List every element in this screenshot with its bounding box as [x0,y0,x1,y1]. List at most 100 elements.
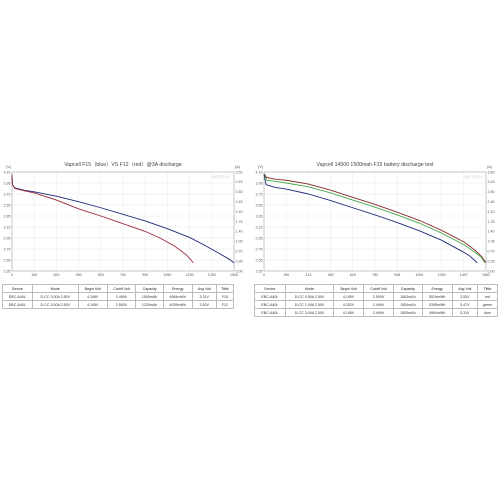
column-header: Mode [284,284,335,293]
y-tick-label: 2.55 [4,258,11,262]
table-row: EBC-A40L D-CC 3.00A 2.50V 4.196V 2.499V … [254,308,498,317]
table-cell: 4.202V [333,300,364,309]
table-cell: D-CC 3.00A 2.50V [31,292,80,301]
table-cell: 4964mWh [162,292,193,301]
table-cell: 2.499V [362,300,395,309]
chart-title: Vapcell 14500 1500mah F15 battery discha… [317,162,435,168]
x-tick-label: 450 [76,273,82,277]
series-line-F12 [11,174,194,264]
table-cell: 4.195V [333,292,364,301]
table-cell: D-CC 0.50A 2.50V [284,292,335,301]
column-header: Device [254,284,286,293]
table-row: EBC-A40L D-CC 1.00A 2.50V 4.202V 2.499V … [254,300,498,309]
column-header: Avg Volt [451,284,479,293]
table-cell: 1225mAh [135,300,164,309]
column-header: Begin Volt [333,284,364,293]
column-header: Energy [421,284,453,293]
table-cell: EBC-A40L [254,292,286,301]
table-cell: D-CC 3.00A 2.50V [31,300,80,309]
test-spec-table-left: Device Mode Begin Volt Cutoff Volt Capac… [2,284,235,309]
y2-tick-label: 0.35 [236,259,243,263]
y-tick-label: 3.15 [256,225,263,229]
x-tick-label: 1200 [186,273,194,277]
table-cell: 3.31V [191,292,217,301]
table-cell: 4.196V [333,308,364,317]
table-cell: EBC-A40L [254,308,286,317]
table-cell: 3.31V [451,308,479,317]
chart-title: Vapcell F15（blue）VS F12（red）@3A discharg… [64,161,182,168]
x-tick-label: 469 [328,273,334,277]
series-line-red [263,173,487,264]
column-header: Tittle [477,284,498,293]
x-tick-label: 1350 [208,273,216,277]
table-cell: D-CC 3.00A 2.50V [284,308,335,317]
y2-tick-label: 1.05 [236,240,243,244]
x-tick-label: 0 [263,273,265,277]
y2-tick-label: 2.45 [488,200,495,204]
x-tick-label: 1407 [460,273,468,277]
x-tick-label: 1500 [230,273,238,277]
x-tick-label: 1250 [438,273,446,277]
y2-tick-label: 2.10 [488,210,495,214]
y-tick-label: 3.55 [4,203,11,207]
table-cell: 3.53V [451,292,479,301]
x-tick-label: 150 [31,273,37,277]
table-cell: EBC-A40L [2,300,33,309]
table-cell: 2.500V [362,292,395,301]
x-tick-label: 782 [372,273,378,277]
table-cell: F12 [215,300,235,309]
y-tick-label: 3.35 [4,214,11,218]
y2-tick-label: 2.80 [236,190,243,194]
x-tick-label: 900 [142,273,148,277]
column-header: Energy [162,284,193,293]
y2-tick-label: 2.45 [236,200,243,204]
table-cell: 1500mAh [393,308,423,317]
y-tick-label: 3.55 [256,203,263,207]
left-axis-unit: (V) [6,165,12,169]
table-cell: 2.500V [106,300,137,309]
y2-tick-label: 0.70 [488,250,495,254]
table-cell: 4964mWh [421,308,453,317]
column-header: Cutoff Volt [106,284,137,293]
series-line-green [263,173,486,263]
watermark: ZKETECH [211,174,230,179]
x-tick-label: 600 [98,273,104,277]
y2-tick-label: 0.00 [236,269,243,273]
chart-panel-right: Vapcell 14500 1500mah F15 battery discha… [252,158,500,323]
right-axis-unit: (A) [487,165,493,169]
y2-tick-label: 3.50 [488,170,495,174]
table-row: EBC-A40L D-CC 3.00A 2.50V 4.195V 2.500V … [2,300,235,309]
column-header: Mode [31,284,80,293]
column-header: Cutoff Volt [362,284,395,293]
table-cell: 1554mAh [393,300,423,309]
table-cell: 4.196V [78,292,108,301]
y2-tick-label: 3.15 [488,180,495,184]
x-tick-label: 156 [283,273,289,277]
column-header: Begin Volt [78,284,108,293]
table-row: EBC-A40L D-CC 0.50A 2.50V 4.195V 2.500V … [254,292,498,301]
table-cell: EBC-A40L [2,292,33,301]
column-header: Avg Volt [191,284,217,293]
column-header: Device [2,284,33,293]
left-axis-unit: (V) [258,165,264,169]
y2-tick-label: 0.70 [236,250,243,254]
discharge-chart-left: Vapcell F15（blue）VS F12（red）@3A discharg… [4,161,243,277]
y-tick-label: 2.55 [256,258,263,262]
table-cell: 3.47V [451,300,479,309]
table-cell: red [477,292,498,301]
y2-tick-label: 1.40 [236,230,243,234]
table-cell: 3.30V [191,300,217,309]
series-line-blue [263,174,478,264]
y2-tick-label: 2.10 [236,210,243,214]
y-tick-label: 2.75 [4,247,11,251]
table-cell: blue [477,308,498,317]
y2-tick-label: 0.00 [488,269,495,273]
column-header: Capacity [393,284,423,293]
table-cell: 2.499V [362,308,395,317]
y-tick-label: 2.95 [4,236,11,240]
x-tick-label: 1050 [163,273,171,277]
watermark: ZKETECH [463,174,482,179]
y-tick-label: 4.15 [4,170,11,174]
x-tick-label: 0 [11,273,13,277]
y2-tick-label: 1.40 [488,230,495,234]
